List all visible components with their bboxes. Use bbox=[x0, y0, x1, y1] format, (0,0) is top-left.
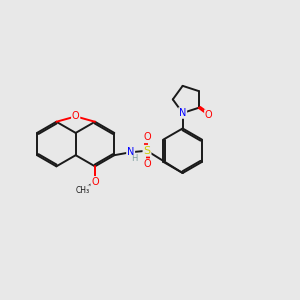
Text: O: O bbox=[205, 110, 212, 120]
Text: H: H bbox=[131, 154, 137, 163]
Text: O: O bbox=[143, 159, 151, 169]
Text: O: O bbox=[91, 177, 99, 187]
Text: O: O bbox=[72, 111, 80, 122]
Text: S: S bbox=[143, 146, 151, 156]
Text: N: N bbox=[127, 147, 134, 157]
Text: CH₃: CH₃ bbox=[75, 186, 90, 195]
Text: O: O bbox=[143, 132, 151, 142]
Text: N: N bbox=[179, 108, 186, 118]
